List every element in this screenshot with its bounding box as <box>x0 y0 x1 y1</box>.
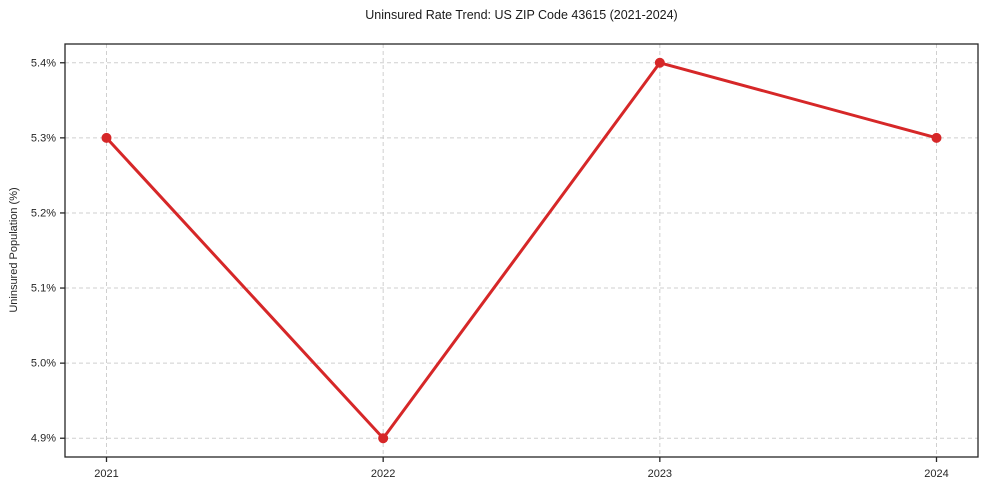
axis-ticks <box>60 62 938 462</box>
trend-line <box>105 61 938 440</box>
data-point-marker <box>378 433 389 444</box>
data-point-marker <box>931 132 942 143</box>
x-tick-label: 2021 <box>94 468 118 480</box>
y-tick-label: 5.1% <box>31 283 56 295</box>
data-point-marker <box>654 57 665 68</box>
y-tick-label: 5.4% <box>31 57 56 69</box>
x-tick-label: 2022 <box>371 468 395 480</box>
x-tick-label: 2024 <box>924 468 948 480</box>
y-tick-label: 5.2% <box>31 207 56 219</box>
y-tick-label: 5.0% <box>31 358 56 370</box>
tick-labels: 4.9% 5.0% 5.1% 5.2% 5.3% 5.4% 2021 2022 2023 2024 <box>31 57 949 480</box>
x-tick-label: 2023 <box>648 468 672 480</box>
chart-title: Uninsured Rate Trend: US ZIP Code 43615 … <box>365 8 678 22</box>
data-point-marker <box>101 132 112 143</box>
y-tick-label: 4.9% <box>31 433 56 445</box>
y-tick-label: 5.3% <box>31 132 56 144</box>
plot-spines <box>64 43 979 458</box>
gridlines <box>65 44 978 457</box>
